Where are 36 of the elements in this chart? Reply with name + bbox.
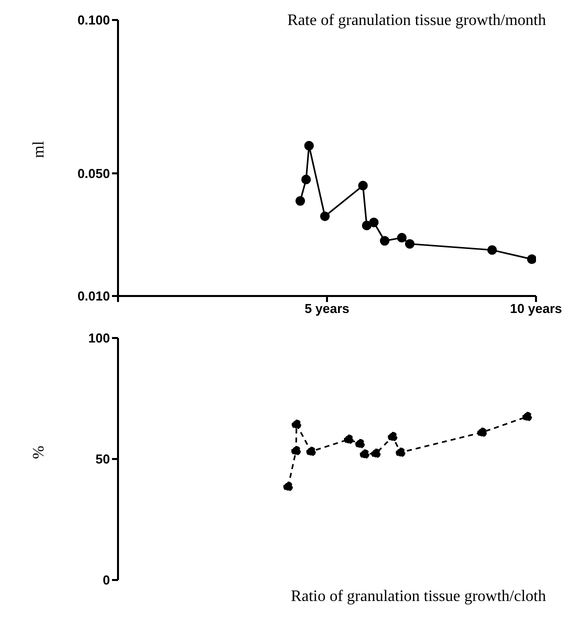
point — [527, 254, 536, 264]
y-tick-label: 0.100 — [77, 12, 110, 28]
point — [487, 245, 497, 255]
y-axis-title: % — [30, 446, 48, 459]
point — [292, 420, 302, 430]
point — [295, 196, 306, 206]
y-axis-title: ml — [30, 140, 48, 158]
y-tick-label: 0.050 — [77, 166, 110, 181]
point — [397, 232, 407, 243]
point — [355, 438, 365, 449]
y-tick-label: 50 — [96, 452, 110, 467]
point — [477, 428, 487, 438]
point — [396, 448, 406, 458]
point — [304, 140, 314, 151]
y-tick-label: 0.010 — [77, 288, 110, 304]
point — [362, 220, 372, 230]
point — [380, 236, 390, 246]
text: Ratio of granulation tissue growth/cloth — [290, 588, 546, 606]
point — [320, 211, 330, 222]
point — [283, 482, 293, 492]
point — [388, 432, 398, 442]
point — [371, 448, 381, 458]
x-tick-label: 10 years — [510, 301, 562, 316]
point — [358, 180, 368, 190]
point — [360, 449, 370, 459]
y-tick-label: 100 — [88, 330, 110, 346]
point — [522, 412, 532, 422]
point — [344, 434, 354, 444]
y-tick-label: 0 — [102, 572, 110, 588]
point — [291, 446, 301, 456]
x-tick-label: 5 years — [304, 301, 350, 316]
point — [301, 174, 311, 184]
point — [404, 239, 415, 249]
chart-title: Rate of granulation tissue growth/month — [287, 12, 546, 30]
point — [306, 446, 316, 456]
point — [369, 218, 379, 228]
